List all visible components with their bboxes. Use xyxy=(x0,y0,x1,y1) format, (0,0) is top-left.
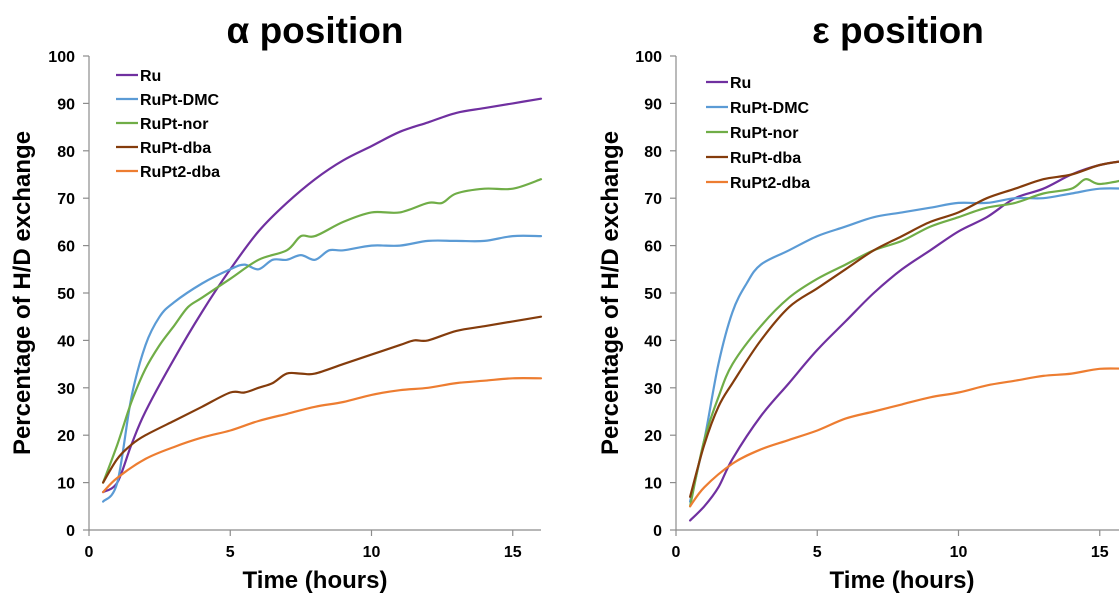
x-tick-label: 15 xyxy=(1091,544,1109,561)
series-line-ru xyxy=(102,97,543,494)
x-tick-label: 10 xyxy=(363,544,381,561)
epsilon-position-chart: ε position 0 10 20 30 40 50 60 70 80 90 100 0 5 10 15 Ti… xyxy=(588,0,1119,597)
y-tick-label: 10 xyxy=(644,476,662,493)
y-tick-label: 60 xyxy=(644,239,662,256)
chart-title: ε position xyxy=(812,10,984,51)
y-tick-label: 40 xyxy=(57,333,75,350)
legend-item-label: RuPt2-dba xyxy=(140,164,220,181)
legend-item-label: RuPt-nor xyxy=(730,125,798,142)
y-tick-label: 100 xyxy=(635,49,662,66)
series-line-rupt-nor xyxy=(102,178,543,484)
legend-item-label: RuPt2-dba xyxy=(730,175,810,192)
y-tick-label: 20 xyxy=(644,428,662,445)
y-tick-label: 40 xyxy=(644,333,662,350)
series-line-rupt-dmc xyxy=(102,234,543,503)
y-tick-label: 30 xyxy=(57,381,75,398)
alpha-position-chart: α position 0 10 20 30 40 50 60 70 80 90 100 0 5 10 15 Ti… xyxy=(9,10,543,594)
y-axis-label: Percentage of H/D exchange xyxy=(9,131,36,455)
y-tick-label: 70 xyxy=(57,191,75,208)
legend-item-label: RuPt-DMC xyxy=(140,92,220,109)
y-tick-label: 0 xyxy=(66,523,75,540)
legend-item-label: Ru xyxy=(140,68,161,85)
legend: Ru RuPt-DMC RuPt-nor RuPt-dba RuPt2-dba xyxy=(116,68,220,181)
chart-svg: ε position 0 10 20 30 40 50 60 70 80 90 100 0 5 10 15 Ti… xyxy=(597,10,1119,594)
series-line-rupt-dba xyxy=(689,160,1119,498)
y-tick-label: 80 xyxy=(57,144,75,161)
legend-item-label: RuPt-dba xyxy=(730,150,801,167)
y-tick-label: 20 xyxy=(57,428,75,445)
x-tick-label: 0 xyxy=(85,544,94,561)
x-tick-label: 5 xyxy=(813,544,822,561)
x-axis-label: Time (hours) xyxy=(830,567,975,594)
series-line-rupt-dba xyxy=(102,315,543,484)
y-tick-label: 50 xyxy=(57,286,75,303)
x-tick-label: 15 xyxy=(504,544,522,561)
y-tick-label: 90 xyxy=(57,96,75,113)
series-line-ru xyxy=(689,160,1119,522)
x-tick-label: 10 xyxy=(950,544,968,561)
y-axis-label: Percentage of H/D exchange xyxy=(597,131,624,455)
legend: Ru RuPt-DMC RuPt-nor RuPt-dba RuPt2-dba xyxy=(706,75,810,192)
series-line-rupt-nor xyxy=(689,178,1119,508)
y-tick-label: 0 xyxy=(653,523,662,540)
y-tick-label: 50 xyxy=(644,286,662,303)
x-axis-label: Time (hours) xyxy=(243,567,388,594)
y-tick-label: 70 xyxy=(644,191,662,208)
y-tick-label: 10 xyxy=(57,476,75,493)
y-tick-label: 80 xyxy=(644,144,662,161)
x-tick-label: 0 xyxy=(672,544,681,561)
y-tick-label: 60 xyxy=(57,239,75,256)
chart-svg: α position 0 10 20 30 40 50 60 70 80 90 100 0 5 10 15 Ti… xyxy=(9,10,543,594)
legend-item-label: RuPt-nor xyxy=(140,116,208,133)
x-tick-label: 5 xyxy=(226,544,235,561)
series-line-rupt-dmc xyxy=(689,187,1119,503)
y-tick-label: 30 xyxy=(644,381,662,398)
y-tick-label: 90 xyxy=(644,96,662,113)
series-line-rupt2-dba xyxy=(689,367,1119,508)
legend-item-label: RuPt-dba xyxy=(140,140,211,157)
legend-item-label: RuPt-DMC xyxy=(730,100,810,117)
chart-title: α position xyxy=(227,10,404,51)
series-line-rupt2-dba xyxy=(102,377,543,494)
legend-item-label: Ru xyxy=(730,75,751,92)
y-tick-label: 100 xyxy=(48,49,75,66)
